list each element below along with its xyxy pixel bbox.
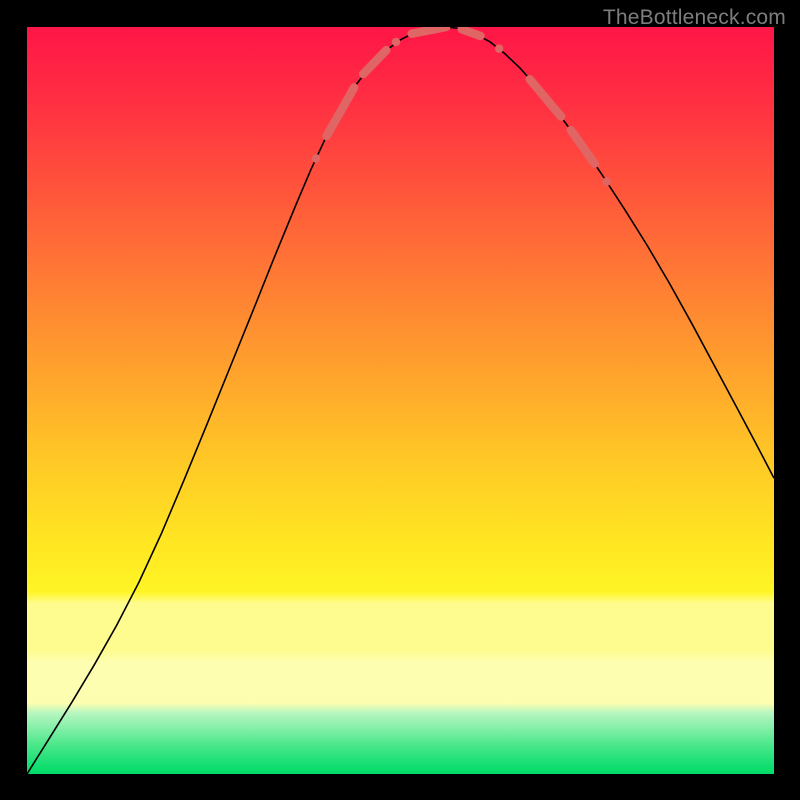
dash-dot bbox=[495, 44, 503, 52]
dash-dot bbox=[602, 177, 611, 185]
dash-dot bbox=[312, 154, 320, 162]
dash-dot bbox=[392, 38, 400, 46]
plot-svg bbox=[27, 27, 774, 774]
plot-area bbox=[27, 27, 774, 774]
plot-background bbox=[27, 27, 774, 774]
watermark-text: TheBottleneck.com bbox=[603, 6, 786, 30]
